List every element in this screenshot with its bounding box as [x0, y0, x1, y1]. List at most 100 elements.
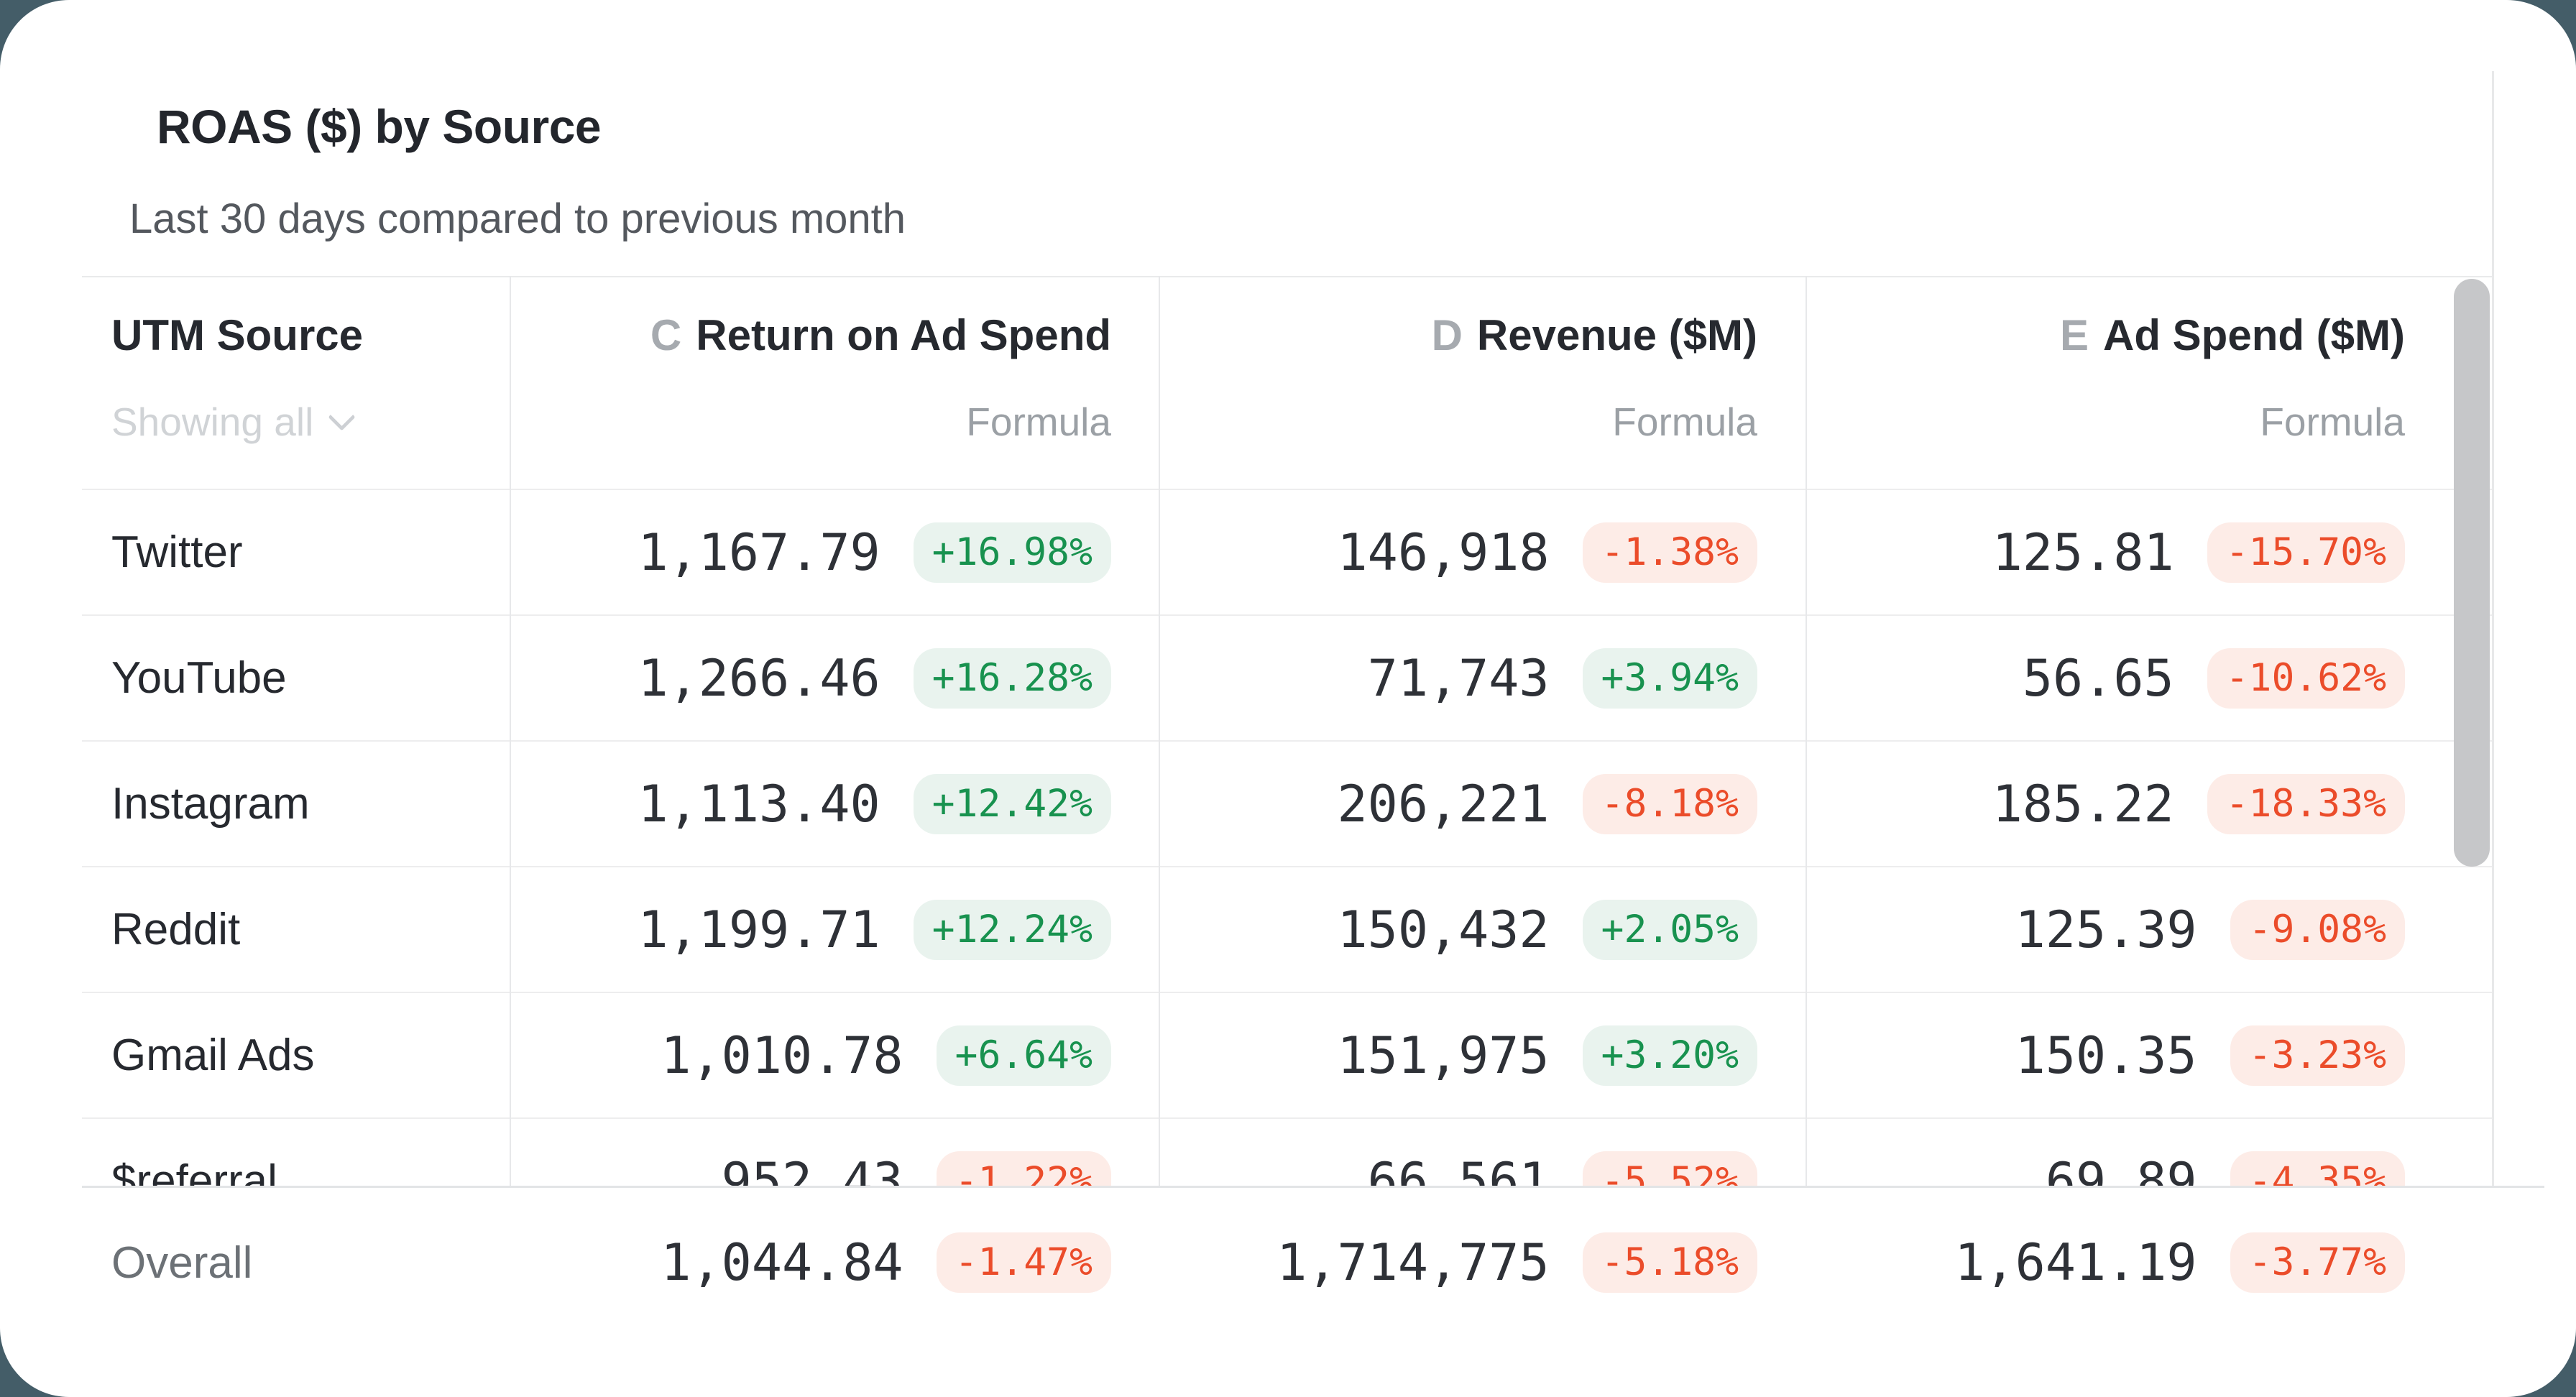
- metric-value: 150.35: [2015, 1025, 2197, 1085]
- source-cell: Gmail Ads: [82, 993, 510, 1117]
- roas-cell: 1,010.78 +6.64%: [510, 993, 1159, 1117]
- source-label: YouTube: [111, 653, 287, 703]
- metric-value: 146,918: [1337, 522, 1550, 582]
- metric-value: 206,221: [1337, 774, 1550, 834]
- metric-value: 66,561: [1367, 1151, 1550, 1186]
- change-badge: +3.94%: [1582, 647, 1757, 709]
- metric-value: 151,975: [1337, 1025, 1550, 1085]
- source-label: Gmail Ads: [111, 1031, 315, 1080]
- column-header-roas: C Return on Ad Spend Formula: [510, 277, 1159, 489]
- metric-value: 952.43: [721, 1151, 903, 1186]
- metric-value: 1,167.79: [638, 522, 880, 582]
- table-row: Instagram 1,113.40 +12.42% 206,221 -8.18…: [82, 742, 2492, 867]
- change-badge: +16.98%: [913, 522, 1111, 583]
- overall-row: Overall 1,044.84 -1.47% 1,714,775 -5.18%…: [82, 1188, 2492, 1337]
- overall-label-cell: Overall: [82, 1188, 510, 1337]
- revenue-cell: 146,918 -1.38%: [1159, 490, 1806, 614]
- metric-value: 125.81: [1992, 522, 2174, 582]
- column-divider: [1806, 276, 1807, 1186]
- change-badge: +3.20%: [1582, 1025, 1757, 1086]
- source-label: Instagram: [111, 779, 310, 829]
- page-subtitle: Last 30 days compared to previous month: [129, 195, 906, 242]
- ad-spend-cell: 69.89 -4.35%: [1806, 1119, 2492, 1186]
- roas-cell: 1,266.46 +16.28%: [510, 616, 1159, 740]
- overall-label: Overall: [111, 1237, 253, 1288]
- metric-value: 71,743: [1367, 648, 1550, 708]
- roas-cell: 952.43 -1.22%: [510, 1119, 1159, 1186]
- change-badge: -18.33%: [2207, 773, 2405, 834]
- column-title: Revenue ($M): [1476, 311, 1757, 359]
- change-badge: -3.77%: [2230, 1232, 2405, 1293]
- change-badge: +12.42%: [913, 773, 1111, 834]
- change-badge: -8.18%: [1582, 773, 1757, 834]
- change-badge: -1.38%: [1582, 522, 1757, 583]
- change-badge: -5.18%: [1582, 1232, 1757, 1293]
- overall-revenue-cell: 1,714,775 -5.18%: [1159, 1188, 1806, 1337]
- metric-value: 1,714,775: [1276, 1233, 1550, 1292]
- change-badge: -5.52%: [1582, 1151, 1757, 1186]
- source-cell: Twitter: [82, 490, 510, 614]
- roas-cell: 1,167.79 +16.98%: [510, 490, 1159, 614]
- revenue-cell: 150,432 +2.05%: [1159, 867, 1806, 992]
- chevron-down-icon: [328, 402, 356, 431]
- ad-spend-cell: 56.65 -10.62%: [1806, 616, 2492, 740]
- column-title: Ad Spend ($M): [2103, 311, 2405, 359]
- change-badge: +6.64%: [936, 1025, 1111, 1086]
- revenue-cell: 151,975 +3.20%: [1159, 993, 1806, 1117]
- source-label: Reddit: [111, 905, 241, 954]
- column-divider: [510, 276, 511, 1186]
- change-badge: +2.05%: [1582, 899, 1757, 960]
- table-row: YouTube 1,266.46 +16.28% 71,743 +3.94% 5…: [82, 616, 2492, 742]
- table-row: Gmail Ads 1,010.78 +6.64% 151,975 +3.20%…: [82, 993, 2492, 1119]
- metric-value: 1,641.19: [1954, 1233, 2197, 1292]
- change-badge: -3.23%: [2230, 1025, 2405, 1086]
- metric-value: 1,044.84: [661, 1233, 903, 1292]
- column-divider: [1159, 276, 1160, 1186]
- source-label: $referral: [111, 1156, 277, 1186]
- formula-label: Formula: [966, 400, 1111, 444]
- column-letter: D: [1431, 311, 1463, 359]
- table-row: Reddit 1,199.71 +12.24% 150,432 +2.05% 1…: [82, 867, 2492, 993]
- source-cell: YouTube: [82, 616, 510, 740]
- ad-spend-cell: 125.81 -15.70%: [1806, 490, 2492, 614]
- column-header-revenue: D Revenue ($M) Formula: [1159, 277, 1806, 489]
- metric-value: 1,010.78: [661, 1025, 903, 1085]
- change-badge: +16.28%: [913, 647, 1111, 709]
- page-title: ROAS ($) by Source: [157, 100, 602, 153]
- vertical-scrollbar-thumb[interactable]: [2454, 279, 2490, 867]
- change-badge: -15.70%: [2207, 522, 2405, 583]
- metric-value: 56.65: [2022, 648, 2174, 708]
- source-filter-label: Showing all: [111, 400, 314, 444]
- roas-cell: 1,113.40 +12.42%: [510, 742, 1159, 866]
- metric-value: 1,113.40: [638, 774, 880, 834]
- metric-value: 150,432: [1337, 900, 1550, 959]
- ad-spend-cell: 185.22 -18.33%: [1806, 742, 2492, 866]
- source-cell: $referral: [82, 1119, 510, 1186]
- table-row: $referral 952.43 -1.22% 66,561 -5.52% 69…: [82, 1119, 2492, 1186]
- column-header-utm-source: UTM Source Showing all: [82, 277, 510, 489]
- ad-spend-cell: 125.39 -9.08%: [1806, 867, 2492, 992]
- overall-roas-cell: 1,044.84 -1.47%: [510, 1188, 1159, 1337]
- table-right-border: [2492, 71, 2494, 1186]
- change-badge: -9.08%: [2230, 899, 2405, 960]
- formula-label: Formula: [1612, 400, 1757, 444]
- overall-ad-spend-cell: 1,641.19 -3.77%: [1806, 1188, 2492, 1337]
- metric-value: 185.22: [1992, 774, 2174, 834]
- column-letter: E: [2059, 311, 2089, 359]
- source-label: Twitter: [111, 527, 243, 577]
- source-cell: Reddit: [82, 867, 510, 992]
- overall-row-divider: [82, 1186, 2544, 1188]
- metric-value: 69.89: [2045, 1151, 2197, 1186]
- change-badge: -10.62%: [2207, 647, 2405, 709]
- change-badge: -1.22%: [936, 1151, 1111, 1186]
- table-body: Twitter 1,167.79 +16.98% 146,918 -1.38% …: [82, 490, 2492, 1186]
- revenue-cell: 71,743 +3.94%: [1159, 616, 1806, 740]
- utm-source-header-label: UTM Source: [111, 311, 364, 359]
- change-badge: -1.47%: [936, 1232, 1111, 1293]
- metric-value: 125.39: [2015, 900, 2197, 959]
- source-filter-dropdown[interactable]: Showing all: [111, 400, 356, 444]
- change-badge: +12.24%: [913, 899, 1111, 960]
- metric-value: 1,266.46: [638, 648, 880, 708]
